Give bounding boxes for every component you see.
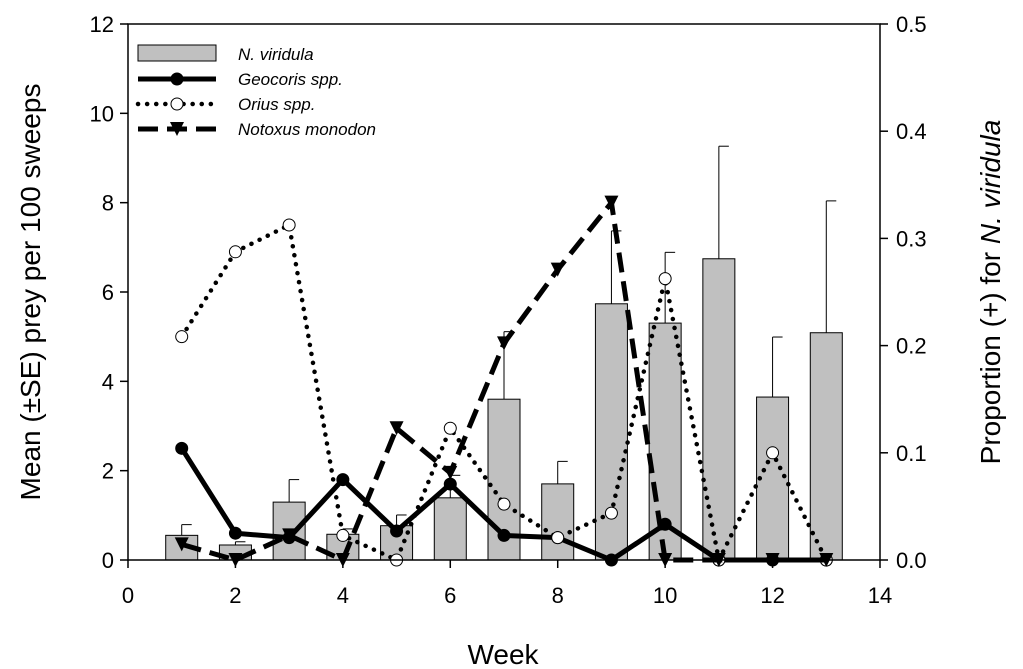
legend-marker	[170, 97, 184, 111]
bar-series	[165, 145, 843, 561]
y-tick-label: 10	[90, 101, 114, 126]
y-tick-label: 8	[102, 191, 114, 216]
legend-label: Geocoris spp.	[238, 70, 343, 89]
y-tick-label: 6	[102, 280, 114, 305]
y-tick-label: 2	[102, 459, 114, 484]
data-point	[497, 336, 511, 351]
y2-tick-label: 0.4	[896, 119, 927, 144]
x-tick-label: 6	[444, 583, 456, 608]
x-tick-label: 8	[552, 583, 564, 608]
x-tick-label: 0	[122, 583, 134, 608]
data-point	[389, 421, 404, 436]
data-point	[551, 531, 565, 545]
bar	[433, 497, 467, 561]
bar	[541, 483, 575, 561]
legend-label: Notoxus monodon	[238, 120, 376, 139]
x-tick-label: 12	[760, 583, 784, 608]
bar	[809, 332, 843, 561]
y2-axis-title-taxon: N. viridula	[975, 120, 1006, 244]
bar	[594, 303, 628, 561]
data-point	[497, 497, 511, 511]
y-tick-label: 4	[102, 369, 114, 394]
data-point	[174, 537, 189, 552]
y-tick-label: 0	[102, 548, 114, 573]
data-point	[658, 272, 672, 286]
data-point	[336, 528, 350, 542]
data-point	[766, 446, 780, 460]
legend-marker	[170, 72, 184, 86]
data-point	[175, 330, 189, 344]
legend: N. viridula Geocoris spp. Orius spp. Notoxu…	[135, 44, 376, 139]
data-point	[228, 526, 242, 540]
axes: 0 2 4 6 8 10 12 14 0 2 4 6 8 10 12 0.0 0.1 0.2 0.3 0.4 0.5	[90, 12, 927, 608]
y2-axis-title: Proportion (+) for N. viridula	[975, 120, 1006, 465]
legend-label: N. viridula	[238, 45, 314, 64]
data-point	[443, 465, 458, 480]
data-point	[443, 421, 457, 435]
data-point	[604, 506, 618, 520]
x-tick-label: 14	[868, 583, 892, 608]
data-point	[604, 195, 619, 210]
legend-swatch-bar	[137, 44, 217, 62]
y2-tick-label: 0.3	[896, 226, 927, 251]
y2-tick-label: 0.1	[896, 441, 927, 466]
data-point	[390, 524, 404, 538]
y2-axis-title-prefix: Proportion (+) for	[975, 244, 1006, 464]
data-point	[175, 441, 189, 455]
data-point	[550, 262, 565, 277]
y2-tick-label: 0.0	[896, 548, 927, 573]
y-tick-label: 12	[90, 12, 114, 37]
x-tick-label: 2	[229, 583, 241, 608]
data-point	[282, 528, 297, 543]
data-point	[282, 218, 296, 232]
legend-label: Orius spp.	[238, 95, 315, 114]
y2-tick-label: 0.5	[896, 12, 927, 37]
data-point	[228, 245, 242, 259]
y2-tick-label: 0.2	[896, 334, 927, 359]
x-tick-label: 4	[337, 583, 349, 608]
legend-marker	[170, 122, 184, 136]
data-point	[497, 528, 511, 542]
bar	[702, 258, 736, 561]
data-point	[336, 473, 350, 487]
x-axis-title: Week	[467, 639, 539, 669]
y-axis-title: Mean (±SE) prey per 100 sweeps	[15, 84, 46, 501]
x-tick-label: 10	[653, 583, 677, 608]
